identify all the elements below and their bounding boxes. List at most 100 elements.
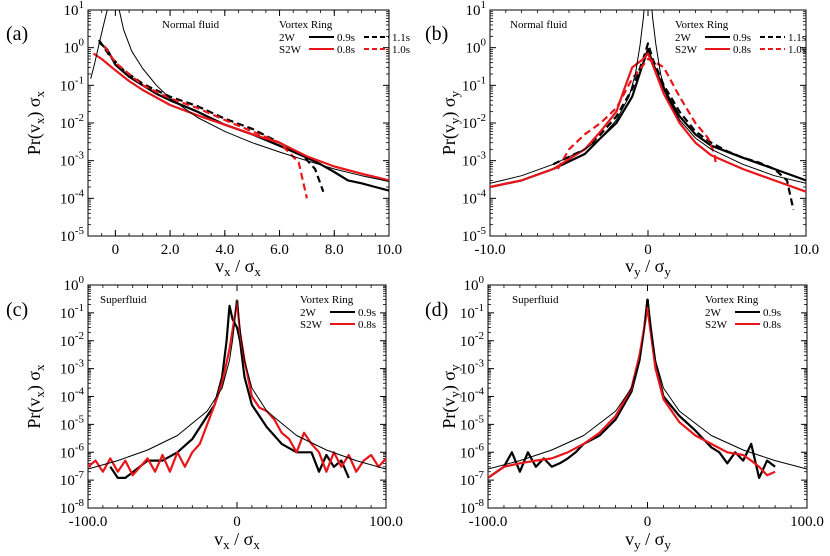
y-tick-label: 101 [64,0,85,19]
y-tick-base: 10 [460,473,475,489]
y-tick-label: 100 [64,274,85,294]
y-axis-label-pre: Pr(v [24,398,45,429]
fluid-label: Normal fluid [510,19,568,31]
y-tick-label: 10-5 [60,413,85,433]
y-axis-label-pre: Pr(v [439,124,460,155]
y-tick-exponent: 1 [79,0,85,11]
y-tick-label: 10-3 [60,358,85,378]
y-axis-label-sub2: x [32,90,47,97]
y-tick-exponent: -3 [75,358,85,370]
y-tick-exponent: -6 [475,441,485,453]
plot-area [490,10,806,210]
y-tick-base: 10 [60,334,75,350]
y-tick-label: 10-4 [460,386,485,406]
y-axis-label-post: ) σ [24,371,45,391]
legend-title: Vortex Ring [675,19,729,31]
y-tick-exponent: -2 [477,112,486,124]
y-tick-base: 10 [460,417,475,433]
legend-time: 0.8s [763,319,781,331]
y-tick-base: 10 [60,229,75,245]
panel-c: 10-810-710-610-510-410-310-210-1100-100.… [6,274,403,552]
series-line-2w-0-9s [490,48,806,189]
legend-label: 2W [705,307,722,319]
y-tick-base: 10 [464,278,479,294]
y-tick-exponent: -3 [477,150,487,162]
y-tick-base: 10 [60,154,75,170]
y-axis-label-post: ) σ [24,97,45,117]
y-tick-base: 10 [60,445,75,461]
x-axis-label-den-sub: y [664,264,671,279]
y-tick-exponent: -4 [75,386,85,398]
y-axis-label-sub2: y [447,364,462,371]
x-tick-label: 10.0 [793,242,819,258]
series-line-fit2 [237,299,386,470]
y-tick-base: 10 [64,41,79,57]
legend-time: 1.1s [392,32,410,44]
y-tick-label: 10-2 [462,112,486,132]
y-tick-base: 10 [462,229,477,245]
y-tick-exponent: -3 [475,358,485,370]
x-axis-label-var: v [625,529,634,549]
y-tick-exponent: -7 [75,469,85,481]
y-tick-label: 10-7 [60,469,85,489]
legend-time: 1.0s [392,44,410,56]
y-tick-base: 10 [60,501,75,517]
series-line-2w-1-1s [97,39,325,193]
x-axis-label-slash: / [231,256,245,276]
y-tick-exponent: -1 [475,302,484,314]
y-tick-exponent: -5 [75,225,85,237]
series-line-fit2 [116,10,118,11]
y-tick-label: 10-6 [60,441,85,461]
y-axis-label-pre: Pr(v [24,124,45,155]
y-tick-label: 10-1 [60,74,84,94]
y-tick-label: 101 [466,0,487,19]
y-tick-exponent: -1 [75,302,84,314]
legend-title: Vortex Ring [300,294,354,306]
x-tick-label: 0 [112,242,120,258]
y-tick-base: 10 [60,362,75,378]
y-axis-label-sub: y [447,117,462,124]
y-tick-exponent: -4 [475,386,485,398]
y-tick-base: 10 [64,3,79,19]
legend-label: 2W [300,307,317,319]
series-line-fit [90,10,389,182]
legend-time: 0.8s [337,44,355,56]
legend-label: S2W [300,319,323,331]
x-axis-label-den: σ [655,256,665,276]
y-axis-label-sub: y [447,391,462,398]
y-tick-label: 10-2 [460,330,484,350]
x-tick-label: -100.0 [469,514,508,530]
y-axis-label-pre: Pr(v [439,398,460,429]
y-tick-base: 10 [460,501,475,517]
x-axis-label-den-sub: y [664,537,671,552]
y-axis-label: Pr(vx) σx [24,364,47,429]
y-tick-label: 10-5 [460,413,485,433]
x-axis-label-den: σ [245,256,255,276]
y-tick-label: 10-6 [460,441,485,461]
y-tick-label: 10-7 [460,469,485,489]
x-axis-label-slash: / [230,529,244,549]
legend-label: 2W [675,32,692,44]
series-line-fit [490,10,645,184]
series-line-s2w-0-8s [488,306,776,479]
y-axis-label-sub2: x [32,364,47,371]
y-tick-label: 10-3 [462,150,487,170]
series-line-fit [88,299,237,470]
x-tick-label: 100.0 [790,514,824,530]
x-axis-label-sub: y [634,537,641,552]
y-tick-exponent: -2 [75,330,84,342]
y-tick-label: 10-4 [60,386,85,406]
y-tick-base: 10 [462,191,477,207]
y-tick-exponent: -2 [75,112,84,124]
y-axis-label-sub: x [32,117,47,124]
legend-time: 1.1s [788,32,806,44]
x-axis-label: vx / σx [215,256,261,279]
series-line-2w-1-1s [552,42,795,210]
legend-time: 1.0s [788,44,806,56]
series-line-fit [488,299,648,470]
y-tick-label: 10-5 [462,225,487,245]
y-tick-base: 10 [462,116,477,132]
y-tick-label: 10-1 [60,302,84,322]
